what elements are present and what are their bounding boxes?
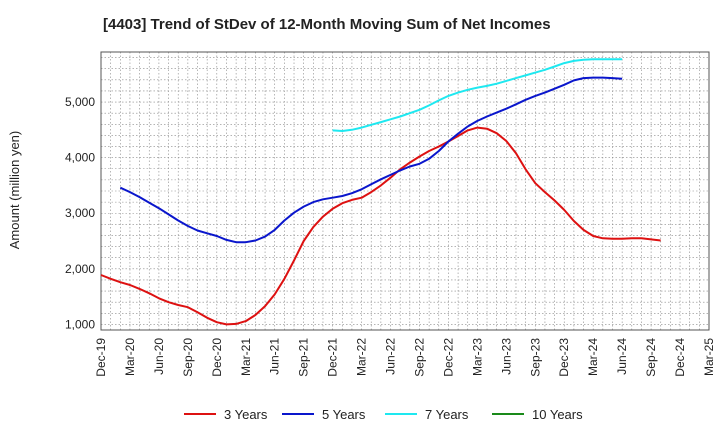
chart-title: [4403] Trend of StDev of 12-Month Moving… bbox=[103, 16, 551, 33]
x-tick-label: Jun-21 bbox=[268, 338, 282, 375]
series-line-2 bbox=[119, 76, 623, 244]
y-tick-label: 3,000 bbox=[65, 206, 95, 220]
legend-label-4: 10 Years bbox=[532, 407, 583, 422]
series-line-3 bbox=[332, 58, 623, 132]
x-tick-label: Jun-23 bbox=[499, 338, 513, 375]
x-tick-label: Sep-22 bbox=[412, 338, 426, 377]
series-line-1 bbox=[100, 126, 661, 326]
legend-label-1: 3 Years bbox=[224, 407, 268, 422]
x-tick-label: Dec-22 bbox=[441, 338, 455, 377]
x-tick-label: Dec-24 bbox=[673, 338, 687, 377]
x-tick-label: Dec-23 bbox=[557, 338, 571, 377]
y-tick-label: 4,000 bbox=[65, 151, 95, 165]
x-tick-label: Mar-24 bbox=[586, 338, 600, 376]
y-tick-label: 5,000 bbox=[65, 95, 95, 109]
y-tick-label: 2,000 bbox=[65, 262, 95, 276]
x-tick-label: Mar-20 bbox=[123, 338, 137, 376]
plot-frame bbox=[100, 51, 710, 331]
series-lines bbox=[100, 58, 661, 326]
x-tick-label: Dec-20 bbox=[210, 338, 224, 377]
x-tick-label: Dec-21 bbox=[326, 338, 340, 377]
x-tick-label: Dec-19 bbox=[94, 338, 108, 377]
x-tick-label: Sep-21 bbox=[297, 338, 311, 377]
x-tick-label: Jun-20 bbox=[152, 338, 166, 375]
x-tick-label: Jun-22 bbox=[384, 338, 398, 375]
legend-label-3: 7 Years bbox=[425, 407, 469, 422]
grid bbox=[100, 52, 710, 330]
legend: 3 Years 5 Years 7 Years 10 Years bbox=[184, 407, 583, 422]
y-tick-label: 1,000 bbox=[65, 317, 95, 331]
x-tick-label: Sep-23 bbox=[528, 338, 542, 377]
legend-label-2: 5 Years bbox=[322, 407, 366, 422]
x-tick-label: Sep-20 bbox=[181, 338, 195, 377]
x-tick-label: Mar-23 bbox=[470, 338, 484, 376]
y-axis-ticks: 1,000 2,000 3,000 4,000 5,000 bbox=[65, 95, 95, 331]
x-tick-label: Sep-24 bbox=[644, 338, 658, 377]
x-tick-label: Mar-22 bbox=[355, 338, 369, 376]
x-tick-label: Mar-25 bbox=[702, 338, 716, 376]
x-tick-label: Jun-24 bbox=[615, 338, 629, 375]
x-tick-label: Mar-21 bbox=[239, 338, 253, 376]
y-axis-label: Amount (million yen) bbox=[7, 131, 22, 250]
x-axis-ticks: Dec-19 Mar-20 Jun-20 Sep-20 Dec-20 Mar-21 Jun-… bbox=[94, 338, 716, 377]
